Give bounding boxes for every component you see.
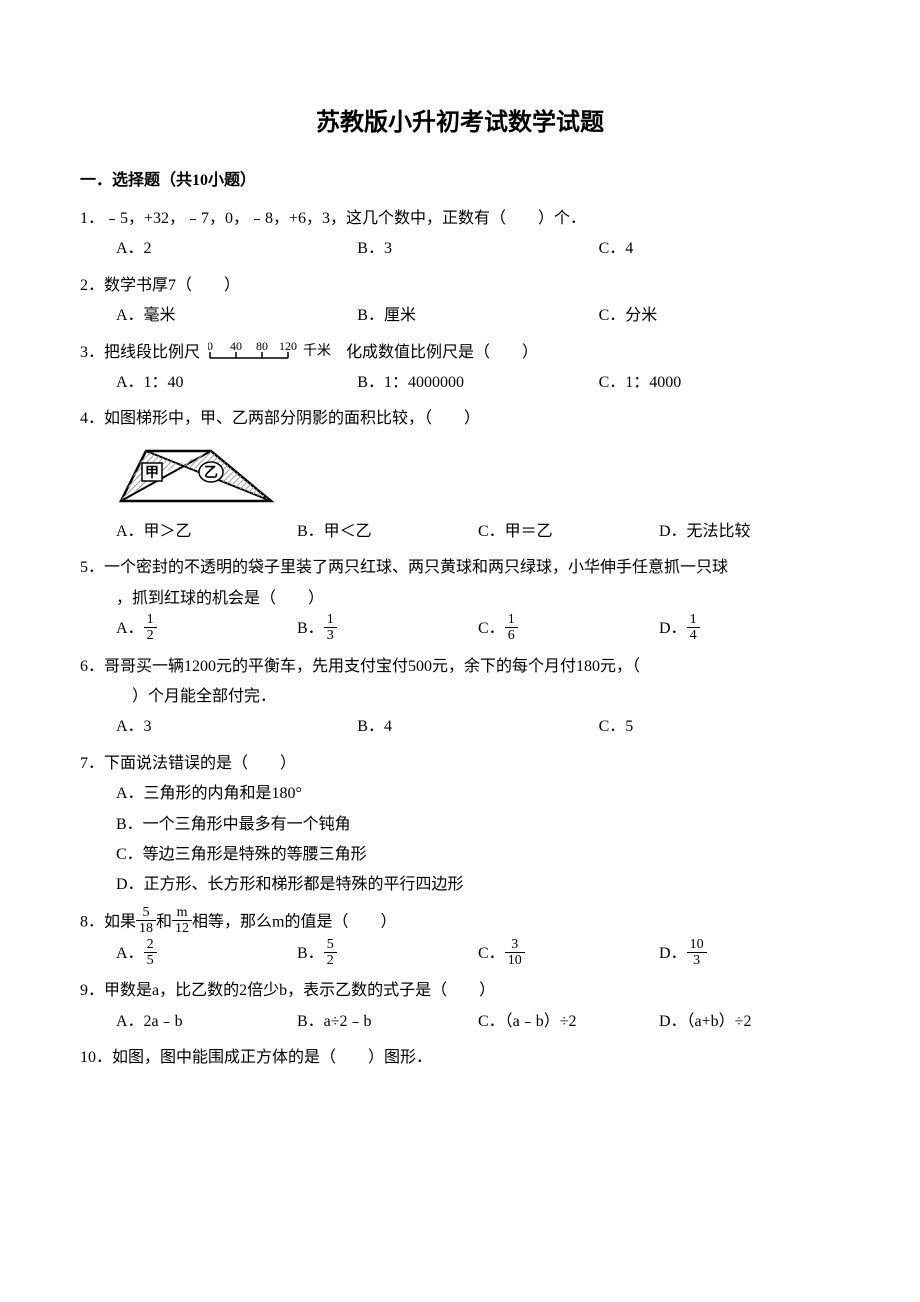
question-3: 3．把线段比例尺 0 40 80 120 千米 化成数值比例尺是（ ） A．1：… <box>80 338 840 399</box>
q8-opt-c: C．310 <box>478 939 659 971</box>
exam-title: 苏教版小升初考试数学试题 <box>80 100 840 146</box>
question-4-text: 4．如图梯形中，甲、乙两部分阴影的面积比较，（ ） <box>80 404 840 434</box>
q6-opt-a: A．3 <box>116 712 357 742</box>
question-5-line1: 5．一个密封的不透明的袋子里装了两只红球、两只黄球和两只绿球，小华伸手任意抓一只… <box>80 553 840 583</box>
section-1-header: 一．选择题（共10小题） <box>80 166 840 196</box>
q9-opt-a: A．2a﹣b <box>116 1007 297 1037</box>
question-7-text: 7．下面说法错误的是（ ） <box>80 749 840 779</box>
q8-opt-b: B．52 <box>297 939 478 971</box>
question-9-text: 9．甲数是a，比乙数的2倍少b，表示乙数的式子是（ ） <box>80 976 840 1006</box>
question-10-text: 10．如图，图中能围成正方体的是（ ）图形． <box>80 1043 840 1073</box>
q1-opt-b: B．3 <box>357 234 598 264</box>
question-3-text: 3．把线段比例尺 0 40 80 120 千米 化成数值比例尺是（ ） <box>80 338 840 368</box>
trapezoid-label-a: 甲 <box>145 465 159 481</box>
question-6-options: A．3 B．4 C．5 <box>80 712 840 742</box>
q2-opt-c: C．分米 <box>599 301 840 331</box>
scale-ruler-icon: 0 40 80 120 千米 <box>208 342 338 364</box>
q9-opt-c: C．（a﹣b）÷2 <box>478 1007 659 1037</box>
q6-opt-c: C．5 <box>599 712 840 742</box>
question-4-options: A．甲＞乙 B．甲＜乙 C．甲＝乙 D．无法比较 <box>80 517 840 547</box>
q5-opt-c: C．16 <box>478 614 659 646</box>
question-8-text: 8．如果518和m12相等，那么m的值是（ ） <box>80 907 840 939</box>
q4-opt-c: C．甲＝乙 <box>478 517 659 547</box>
q8-opt-d: D．103 <box>659 939 840 971</box>
question-1-text: 1．﹣5，+32，﹣7，0，﹣8，+6，3，这几个数中，正数有（ ）个． <box>80 204 840 234</box>
q3-opt-b: B．1：4000000 <box>357 368 598 398</box>
q5-opt-a: A．12 <box>116 614 297 646</box>
question-7-options: A．三角形的内角和是180° B．一个三角形中最多有一个钝角 C．等边三角形是特… <box>80 779 840 901</box>
scale-tick-1: 40 <box>230 342 242 353</box>
scale-unit: 千米 <box>303 343 331 359</box>
q4-opt-a: A．甲＞乙 <box>116 517 297 547</box>
q5-opt-b: B．13 <box>297 614 478 646</box>
q3-opt-c: C．1：4000 <box>599 368 840 398</box>
question-2-text: 2．数学书厚7（ ） <box>80 271 840 301</box>
q9-opt-b: B．a÷2﹣b <box>297 1007 478 1037</box>
question-9: 9．甲数是a，比乙数的2倍少b，表示乙数的式子是（ ） A．2a﹣b B．a÷2… <box>80 976 840 1037</box>
q9-opt-d: D．（a+b）÷2 <box>659 1007 840 1037</box>
question-10: 10．如图，图中能围成正方体的是（ ）图形． <box>80 1043 840 1073</box>
scale-tick-3: 120 <box>279 342 297 353</box>
question-1: 1．﹣5，+32，﹣7，0，﹣8，+6，3，这几个数中，正数有（ ）个． A．2… <box>80 204 840 265</box>
trapezoid-figure: 甲 乙 <box>116 445 840 507</box>
question-2-options: A．毫米 B．厘米 C．分米 <box>80 301 840 331</box>
q3-text-pre: 3．把线段比例尺 <box>80 344 200 361</box>
q7-opt-c: C．等边三角形是特殊的等腰三角形 <box>116 840 840 870</box>
q7-opt-a: A．三角形的内角和是180° <box>116 779 840 809</box>
q8-opt-a: A．25 <box>116 939 297 971</box>
q1-opt-c: C．4 <box>599 234 840 264</box>
question-5-options: A．12 B．13 C．16 D．14 <box>80 614 840 646</box>
q7-opt-b: B．一个三角形中最多有一个钝角 <box>116 810 840 840</box>
q1-opt-a: A．2 <box>116 234 357 264</box>
q4-opt-d: D．无法比较 <box>659 517 840 547</box>
question-6-line2: ）个月能全部付完． <box>80 682 840 712</box>
question-6-line1: 6．哥哥买一辆1200元的平衡车，先用支付宝付500元，余下的每个月付180元，… <box>80 652 840 682</box>
question-5-line2: ，抓到红球的机会是（ ） <box>80 584 840 614</box>
question-2: 2．数学书厚7（ ） A．毫米 B．厘米 C．分米 <box>80 271 840 332</box>
q5-opt-d: D．14 <box>659 614 840 646</box>
question-4: 4．如图梯形中，甲、乙两部分阴影的面积比较，（ ） 甲 乙 <box>80 404 840 547</box>
q2-opt-b: B．厘米 <box>357 301 598 331</box>
question-1-options: A．2 B．3 C．4 <box>80 234 840 264</box>
q4-opt-b: B．甲＜乙 <box>297 517 478 547</box>
question-8: 8．如果518和m12相等，那么m的值是（ ） A．25 B．52 C．310 … <box>80 907 840 971</box>
question-5: 5．一个密封的不透明的袋子里装了两只红球、两只黄球和两只绿球，小华伸手任意抓一只… <box>80 553 840 646</box>
trapezoid-label-b: 乙 <box>204 465 218 481</box>
question-6: 6．哥哥买一辆1200元的平衡车，先用支付宝付500元，余下的每个月付180元，… <box>80 652 840 743</box>
question-3-options: A．1：40 B．1：4000000 C．1：4000 <box>80 368 840 398</box>
q7-opt-d: D．正方形、长方形和梯形都是特殊的平行四边形 <box>116 870 840 900</box>
question-8-options: A．25 B．52 C．310 D．103 <box>80 939 840 971</box>
q3-text-post: 化成数值比例尺是（ ） <box>346 344 538 361</box>
q3-opt-a: A．1：40 <box>116 368 357 398</box>
question-9-options: A．2a﹣b B．a÷2﹣b C．（a﹣b）÷2 D．（a+b）÷2 <box>80 1007 840 1037</box>
q2-opt-a: A．毫米 <box>116 301 357 331</box>
scale-tick-2: 80 <box>256 342 268 353</box>
scale-tick-0: 0 <box>208 342 213 353</box>
q6-opt-b: B．4 <box>357 712 598 742</box>
question-7: 7．下面说法错误的是（ ） A．三角形的内角和是180° B．一个三角形中最多有… <box>80 749 840 901</box>
